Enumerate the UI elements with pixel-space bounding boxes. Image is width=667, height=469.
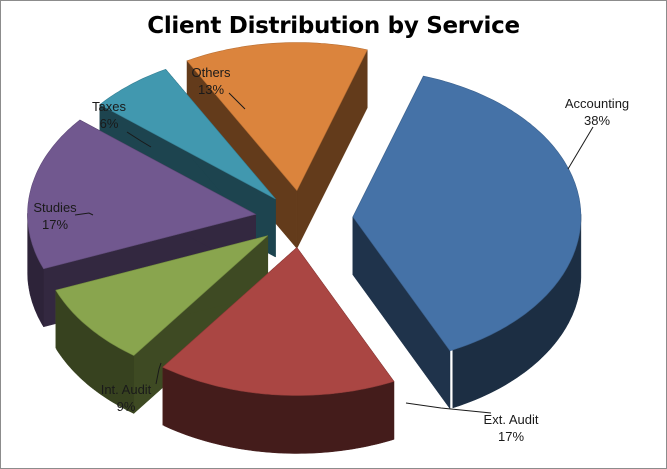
slice-top-0 bbox=[352, 75, 582, 352]
chart-title: Client Distribution by Service bbox=[147, 13, 520, 39]
slice-percent-label: 17% bbox=[498, 429, 524, 444]
leader-line-4 bbox=[126, 131, 152, 148]
slice-label: Others bbox=[191, 65, 231, 80]
slice-label: Taxes bbox=[92, 99, 126, 114]
slice-top-5 bbox=[186, 42, 368, 192]
slice-top-1 bbox=[162, 247, 395, 396]
leader-line-1 bbox=[405, 402, 492, 414]
slice-top-3 bbox=[27, 119, 257, 270]
pie-slice-ext-audit bbox=[162, 246, 395, 454]
slice-label: Studies bbox=[33, 200, 77, 215]
slice-label: Int. Audit bbox=[101, 382, 152, 397]
slice-percent-label: 13% bbox=[198, 82, 224, 97]
slice-label: Ext. Audit bbox=[484, 412, 539, 427]
slice-top-2 bbox=[55, 235, 268, 356]
leader-line-3 bbox=[74, 212, 94, 216]
pie-slice-accounting bbox=[352, 75, 582, 410]
slice-percent-label: 6% bbox=[100, 116, 119, 131]
slice-label: Accounting bbox=[565, 96, 629, 111]
slice-percent-label: 9% bbox=[117, 399, 136, 414]
slice-top-4 bbox=[99, 68, 276, 200]
slice-percent-label: 38% bbox=[584, 113, 610, 128]
leader-line-5 bbox=[228, 92, 246, 110]
pie-slice-int-audit bbox=[55, 235, 269, 415]
leader-line-0 bbox=[567, 126, 594, 170]
leader-line-2 bbox=[155, 362, 162, 385]
slice-percent-label: 17% bbox=[42, 217, 68, 232]
